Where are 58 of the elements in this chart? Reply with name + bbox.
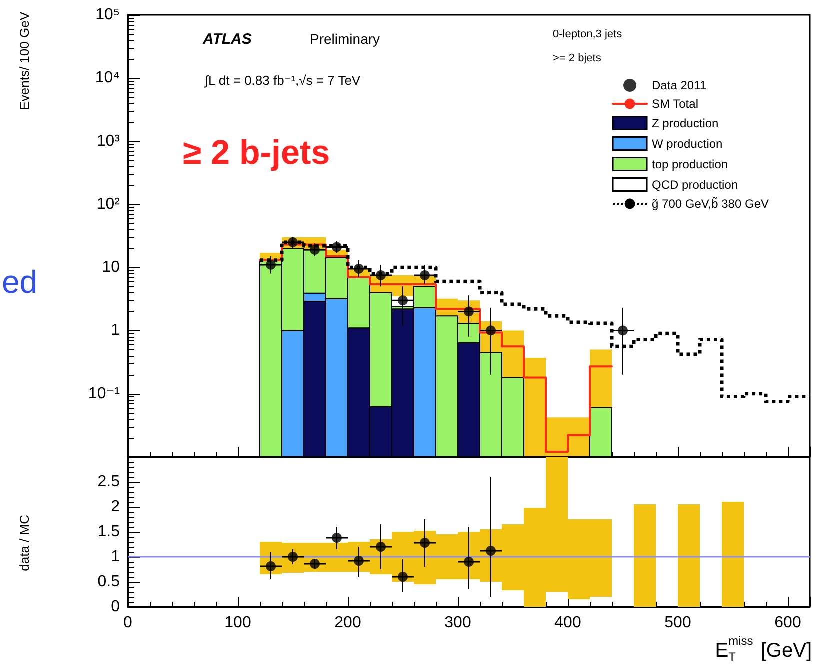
x-tick-label: 200 [334, 614, 362, 632]
point [266, 562, 276, 572]
x-tick-label: 600 [774, 614, 802, 632]
annotation: ≥ 2 b-jets [183, 134, 330, 172]
point [464, 557, 474, 567]
annotation: ∫L dt = 0.83 fb⁻¹,√s = 7 TeV [204, 73, 361, 88]
point [332, 533, 342, 543]
legend-label: Z production [652, 116, 719, 130]
legend-label: SM Total [652, 97, 698, 111]
legend-label: top production [652, 157, 728, 172]
point [420, 538, 430, 548]
point [310, 559, 320, 569]
legend-label: Data 2011 [652, 78, 707, 92]
annotation: ATLAS [202, 31, 252, 48]
point [288, 237, 298, 248]
point [354, 264, 364, 274]
point [398, 296, 408, 306]
y-tick-label: 0 [111, 598, 120, 616]
point [464, 306, 474, 317]
y-tick-label: 0.5 [98, 574, 120, 590]
x-tick-label: 0 [124, 614, 133, 632]
point [310, 244, 320, 255]
x-tick-label: 100 [224, 614, 252, 632]
text: ed [2, 264, 38, 300]
point [376, 542, 386, 552]
y-tick-label: 2.5 [98, 474, 120, 490]
point [486, 326, 496, 336]
y-tick-label: 10⁻¹ [88, 385, 120, 402]
annotation: Preliminary [310, 31, 380, 47]
y-tick-label: 2 [111, 498, 120, 516]
y-tick-label: 10⁴ [95, 70, 120, 87]
y-tick-label: 1.5 [98, 524, 120, 540]
y-tick-label: 10² [96, 196, 121, 213]
y-tick-label: 10 [102, 259, 120, 276]
y-tick-label: 1 [111, 322, 120, 340]
point [618, 326, 628, 336]
x-tick-label: 400 [554, 614, 582, 632]
x-tick-label: 500 [664, 614, 692, 632]
point [486, 546, 496, 556]
point [420, 270, 430, 280]
point [266, 260, 276, 270]
bar [634, 504, 656, 607]
y-axis-title: Events/ 100 GeV [17, 12, 32, 110]
point [332, 242, 342, 252]
bar [722, 502, 744, 607]
bar [678, 504, 700, 607]
y-tick-label: 10⁵ [96, 6, 120, 24]
annotation: >= 2 bjets [553, 52, 602, 64]
y-axis-title: data / MC [17, 515, 32, 572]
y-tick-label: 1 [111, 548, 120, 566]
legend-label: g̃ 700 GeV,b̃ 380 GeV [652, 197, 769, 211]
legend-label: QCD production [652, 178, 738, 192]
y-tick-label: 10³ [96, 132, 121, 150]
legend-label: W production [652, 136, 723, 151]
point [376, 270, 386, 280]
x-tick-label: 300 [444, 614, 472, 632]
annotation: 0-lepton,3 jets [553, 28, 623, 40]
point [398, 572, 408, 582]
